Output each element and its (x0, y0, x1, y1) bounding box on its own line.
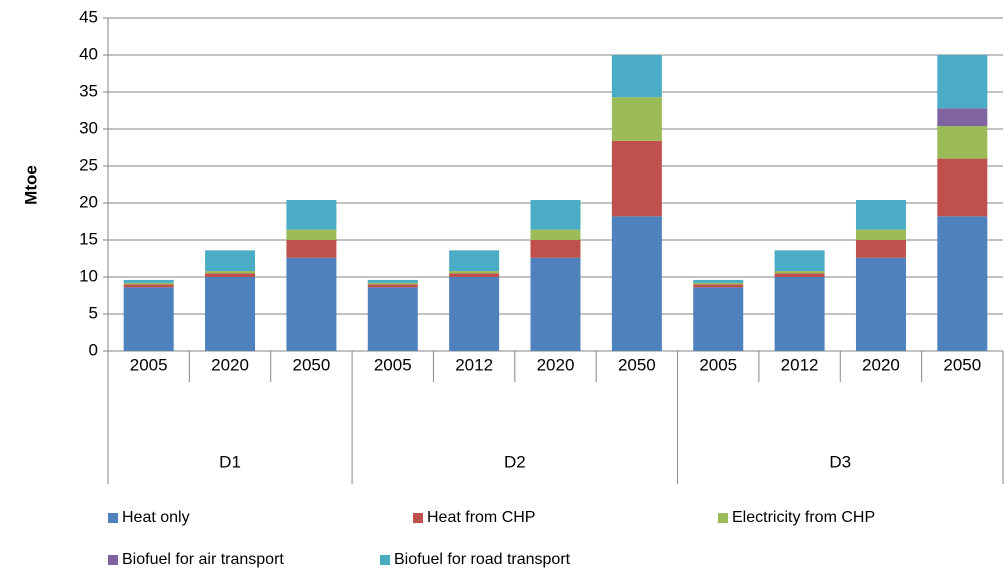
bar-segment (855, 257, 906, 351)
x-tick-label: 2050 (618, 355, 656, 374)
legend-label: Biofuel for road transport (394, 551, 571, 568)
bar-segment (449, 271, 500, 274)
y-tick-label: 40 (79, 44, 98, 63)
legend-label: Heat from CHP (427, 509, 535, 526)
x-tick-label: 2005 (130, 355, 168, 374)
bar-segment (205, 250, 256, 272)
x-tick-label: 2012 (455, 355, 493, 374)
legend-label: Biofuel for air transport (122, 551, 284, 568)
bar-segment (530, 257, 581, 351)
bar-segment (449, 273, 500, 277)
bar-segment (367, 282, 418, 285)
y-tick-label: 45 (79, 7, 98, 26)
bar-segment (937, 158, 988, 217)
bar-segment (611, 97, 662, 141)
x-tick-label: 2012 (781, 355, 819, 374)
legend-swatch (108, 555, 118, 565)
bar-segment (123, 284, 174, 288)
bar-segment (693, 284, 744, 288)
bar-segment (367, 284, 418, 288)
legend-swatch (718, 513, 728, 523)
y-tick-label: 25 (79, 155, 98, 174)
bar-segment (855, 240, 906, 258)
group-label: D2 (504, 452, 526, 471)
bar-segment (286, 200, 337, 230)
legend-swatch (413, 513, 423, 523)
bar-segment (937, 216, 988, 351)
y-axis-label: Mtoe (21, 165, 40, 205)
y-tick-label: 10 (79, 266, 98, 285)
bar-segment (693, 282, 744, 285)
bar-segment (693, 287, 744, 351)
x-tick-label: 2020 (211, 355, 249, 374)
x-tick-label: 2020 (862, 355, 900, 374)
bar-segment (530, 200, 581, 230)
legend-label: Heat only (122, 509, 190, 526)
bar-segment (286, 229, 337, 240)
x-tick-label: 2020 (537, 355, 575, 374)
bar-segment (937, 55, 988, 109)
bar-segment (774, 273, 825, 277)
bar-segment (286, 240, 337, 258)
bar-segment (937, 126, 988, 159)
bar-segment (530, 229, 581, 240)
x-tick-label: 2005 (374, 355, 412, 374)
bar-segment (693, 279, 744, 283)
bar-segment (205, 277, 256, 351)
bar-segment (123, 279, 174, 283)
bar-segment (611, 140, 662, 217)
bar-segment (286, 257, 337, 351)
bar-segment (367, 287, 418, 351)
bar-segment (611, 55, 662, 98)
bar-segment (205, 271, 256, 274)
y-tick-label: 5 (89, 303, 98, 322)
x-tick-label: 2050 (292, 355, 330, 374)
bar-segment (205, 273, 256, 277)
y-tick-label: 0 (89, 340, 98, 359)
x-tick-label: 2005 (699, 355, 737, 374)
x-tick-label: 2050 (943, 355, 981, 374)
bar-segment (855, 229, 906, 240)
group-label: D1 (219, 452, 241, 471)
bar-segment (855, 200, 906, 230)
bar-segment (530, 240, 581, 258)
legend-swatch (380, 555, 390, 565)
bar-segment (367, 279, 418, 283)
legend-swatch (108, 513, 118, 523)
bar-segment (449, 277, 500, 351)
bar-segment (774, 250, 825, 272)
y-tick-label: 30 (79, 118, 98, 137)
y-tick-label: 20 (79, 192, 98, 211)
legend-label: Electricity from CHP (732, 509, 875, 526)
y-tick-label: 15 (79, 229, 98, 248)
bar-segment (774, 271, 825, 274)
bar-segment (937, 108, 988, 127)
group-label: D3 (829, 452, 851, 471)
bar-segment (123, 282, 174, 285)
y-tick-label: 35 (79, 81, 98, 100)
bar-segment (611, 216, 662, 351)
bar-segment (774, 277, 825, 351)
bar-segment (449, 250, 500, 272)
bar-segment (123, 287, 174, 351)
